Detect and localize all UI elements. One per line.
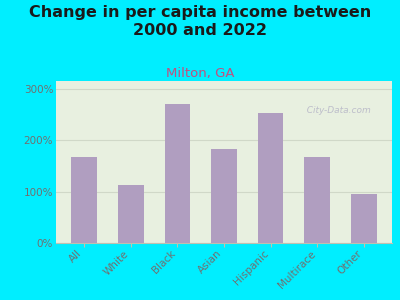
Text: Change in per capita income between
2000 and 2022: Change in per capita income between 2000…	[29, 4, 371, 38]
Text: City-Data.com: City-Data.com	[301, 106, 371, 115]
Text: Milton, GA: Milton, GA	[166, 68, 234, 80]
Bar	[258, 113, 284, 243]
Bar	[211, 149, 237, 243]
Bar	[164, 104, 190, 243]
Bar	[304, 157, 330, 243]
Bar	[71, 157, 97, 243]
Bar	[118, 185, 144, 243]
Bar	[351, 194, 377, 243]
